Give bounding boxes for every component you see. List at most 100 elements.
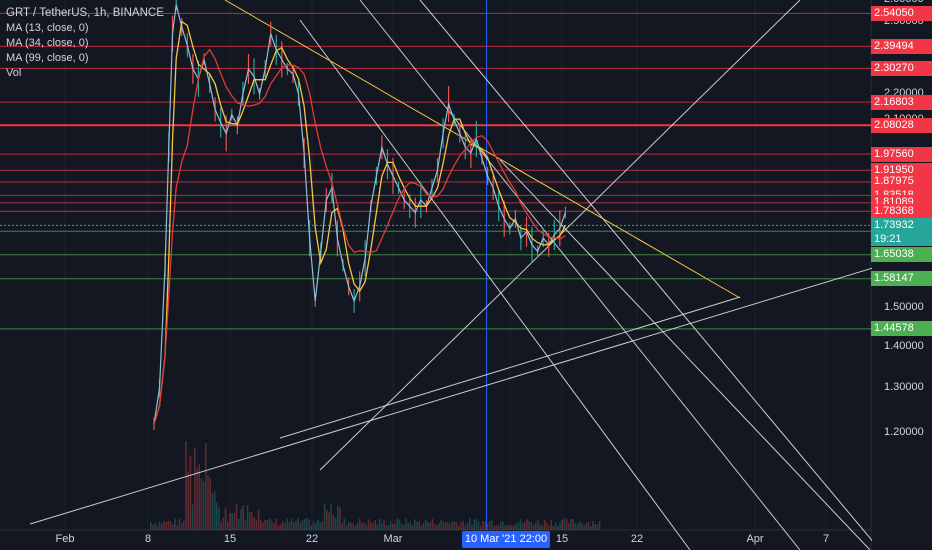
legend-symbol-title[interactable]: GRT / TetherUS, 1h, BINANCE xyxy=(6,7,164,19)
volume-bar xyxy=(400,523,403,530)
volume-bar xyxy=(590,526,592,530)
volume-bar xyxy=(598,520,601,530)
volume-bar xyxy=(515,523,517,530)
trendline[interactable] xyxy=(499,159,871,550)
volume-bar xyxy=(341,523,343,530)
volume-bar xyxy=(532,525,535,530)
volume-bar xyxy=(337,505,339,530)
volume-bar xyxy=(211,493,214,530)
time-tick-label: Apr xyxy=(746,533,764,545)
level-price-tag[interactable]: 1.97560 xyxy=(871,147,932,162)
volume-bar xyxy=(198,464,200,530)
volume-bar xyxy=(378,518,381,530)
volume-bar xyxy=(304,518,306,530)
level-price-tag[interactable]: 1.44578 xyxy=(871,321,932,336)
volume-bar xyxy=(587,521,590,530)
volume-bar xyxy=(442,521,445,530)
volume-bar xyxy=(317,519,319,530)
volume-bar xyxy=(216,502,218,530)
volume-bar xyxy=(466,522,469,530)
volume-bar xyxy=(222,517,225,530)
volume-bar xyxy=(462,521,464,530)
volume-bar xyxy=(469,518,471,530)
volume-bar xyxy=(447,522,449,530)
time-tick-label: 15 xyxy=(555,533,569,545)
level-price-tag[interactable]: 1.87975 xyxy=(871,174,932,189)
yellow-trendline[interactable] xyxy=(224,0,741,299)
volume-bar xyxy=(480,525,482,530)
volume-bar xyxy=(458,526,460,530)
volume-bar xyxy=(436,525,438,530)
volume-bar xyxy=(407,523,409,530)
volume-bar xyxy=(491,520,493,530)
volume-bar xyxy=(240,508,242,530)
volume-bar xyxy=(174,518,176,530)
volume-bar xyxy=(328,512,330,530)
volume-bar xyxy=(301,520,304,530)
level-price-tag[interactable]: 2.08028 xyxy=(871,118,932,133)
volume-bar xyxy=(453,521,456,530)
level-price-tag[interactable]: 1.78368 xyxy=(871,204,932,219)
legend-ma34[interactable]: MA (34, close, 0) xyxy=(6,37,89,49)
volume-bar xyxy=(279,523,282,530)
volume-bar xyxy=(464,525,467,530)
volume-bar xyxy=(321,521,324,530)
volume-bar xyxy=(326,509,328,530)
volume-bar xyxy=(176,525,178,530)
level-price-tag[interactable]: 2.39494 xyxy=(871,39,932,54)
trendline[interactable] xyxy=(299,19,691,550)
volume-bar xyxy=(187,471,189,530)
volume-bar xyxy=(592,521,594,530)
volume-bar xyxy=(249,512,251,530)
level-price-tag[interactable]: 2.16803 xyxy=(871,95,932,110)
volume-bar xyxy=(431,518,434,530)
volume-bar xyxy=(526,519,528,530)
volume-bar xyxy=(475,519,478,530)
legend-ma13[interactable]: MA (13, close, 0) xyxy=(6,22,89,34)
volume-bar xyxy=(541,525,544,530)
volume-bar xyxy=(451,521,453,530)
volume-bar xyxy=(594,524,596,530)
chart-legend: GRT / TetherUS, 1h, BINANCE MA (13, clos… xyxy=(6,6,164,81)
legend-ma99[interactable]: MA (99, close, 0) xyxy=(6,52,89,64)
volume-bar xyxy=(528,521,530,530)
volume-bar xyxy=(213,491,216,530)
volume-bar xyxy=(257,509,260,530)
volume-bar xyxy=(405,518,407,530)
level-price-tag[interactable]: 1.58147 xyxy=(871,271,932,286)
level-price-tag[interactable]: 2.54050 xyxy=(871,6,932,21)
volume-bar xyxy=(513,525,515,530)
candle-countdown: 19:21 xyxy=(874,233,902,245)
volume-bar xyxy=(381,522,383,530)
volume-bar xyxy=(517,522,519,530)
volume-bar xyxy=(150,522,152,530)
crosshair-time-label: 10 Mar '21 22:00 xyxy=(462,531,550,548)
volume-bar xyxy=(253,517,255,530)
level-price-tag[interactable]: 1.65038 xyxy=(871,247,932,262)
volume-bar xyxy=(579,521,581,530)
volume-bar xyxy=(242,505,244,530)
volume-bar xyxy=(506,525,508,530)
legend-vol[interactable]: Vol xyxy=(6,67,22,79)
volume-bar xyxy=(273,523,275,530)
time-tick-label: 22 xyxy=(305,533,319,545)
volume-bar xyxy=(275,519,277,530)
time-tick-label: 7 xyxy=(822,533,830,545)
volume-bar xyxy=(422,523,425,530)
level-price-tag[interactable]: 2.30270 xyxy=(871,61,932,76)
trendline[interactable] xyxy=(29,249,932,525)
trendline[interactable] xyxy=(419,0,881,550)
volume-bar xyxy=(264,519,266,530)
volume-bar xyxy=(543,519,546,530)
trendline[interactable] xyxy=(359,0,801,550)
trendline[interactable] xyxy=(279,296,741,439)
volume-bar xyxy=(477,521,480,530)
volume-bar xyxy=(262,522,264,530)
volume-bar xyxy=(438,523,440,530)
current-price-tag: 1.73932 19:21 xyxy=(871,218,932,246)
volume-bar xyxy=(392,523,394,530)
volume-bar xyxy=(557,525,559,530)
volume-bar xyxy=(411,525,414,530)
